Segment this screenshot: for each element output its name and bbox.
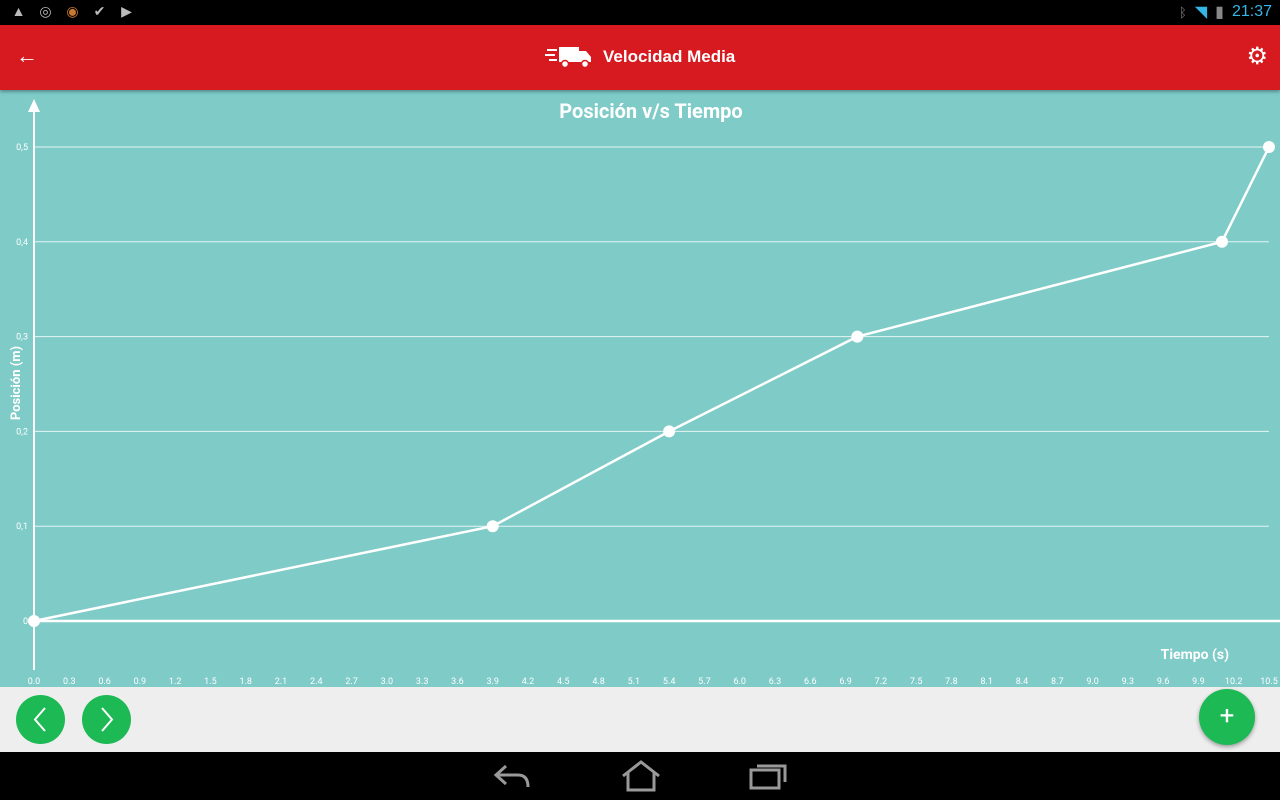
x-tick-label: 5.1: [628, 677, 641, 687]
x-tick-label: 6.9: [839, 677, 852, 687]
y-tick-label: 0,2: [16, 427, 28, 437]
position-time-chart: 0 0,1 0,2 0,3 0,4 0,5 0.0 0.3 0.6 0.9 1.2 1.5 1.8 2.1…: [9, 99, 1280, 687]
x-tick-label: 7.2: [875, 677, 888, 687]
app-title: Velocidad Media: [545, 45, 735, 69]
chart-area: 0 0,1 0,2 0,3 0,4 0,5 0.0 0.3 0.6 0.9 1.2 1.5 1.8 2.1…: [0, 90, 1280, 687]
clock: 21:37: [1231, 3, 1272, 20]
x-tick-label: 2.4: [310, 677, 323, 687]
x-tick-label: 9.3: [1122, 677, 1135, 687]
x-axis-title: Tiempo (s): [1161, 647, 1229, 663]
x-tick-label: 4.8: [592, 677, 605, 687]
x-tick-label: 4.5: [557, 677, 570, 687]
chevron-left-icon: [33, 707, 46, 732]
data-point: [851, 330, 864, 343]
previous-button[interactable]: [16, 695, 65, 744]
x-tick-label: 0.3: [63, 677, 76, 687]
x-tick-label: 10.5: [1260, 677, 1278, 687]
x-tick-label: 5.4: [663, 677, 676, 687]
wifi-icon: ◥: [1194, 4, 1208, 21]
next-button[interactable]: [82, 695, 131, 744]
x-tick-label: 7.8: [945, 677, 958, 687]
x-tick-label: 0.0: [28, 677, 41, 687]
data-point: [1215, 235, 1228, 248]
x-tick-label: 1.8: [239, 677, 252, 687]
bluetooth-icon: ᛒ: [1179, 4, 1187, 20]
x-tick-label: 1.2: [169, 677, 182, 687]
x-tick-label: 9.6: [1157, 677, 1170, 687]
status-bar: ▲ ◎ ◉ ✔ ▶ ᛒ ◥ ▮ 21:37: [0, 0, 1280, 25]
gear-icon[interactable]: ⚙: [1246, 42, 1268, 70]
gallery-icon: ▲: [11, 4, 26, 20]
arrow-back-icon[interactable]: ←: [16, 44, 38, 69]
app-bar: ← Velocidad Media ⚙: [0, 25, 1280, 90]
x-tick-label: 2.7: [345, 677, 358, 687]
data-point: [663, 425, 676, 438]
x-tick-label: 9.0: [1086, 677, 1099, 687]
y-tick-label: 0,3: [16, 333, 28, 343]
series-line: [33, 146, 1271, 623]
y-tick-label: 0: [23, 617, 28, 627]
x-tick-label: 8.7: [1051, 677, 1064, 687]
x-tick-label: 3.6: [451, 677, 464, 687]
x-tick-label: 6.3: [769, 677, 782, 687]
home-icon[interactable]: [620, 760, 662, 792]
chevron-right-icon: [101, 707, 114, 732]
x-tick-label: 8.1: [980, 677, 993, 687]
x-tick-label: 6.0: [733, 677, 746, 687]
y-axis-arrow: [28, 99, 40, 112]
x-tick-label: 5.7: [698, 677, 711, 687]
x-tick-label: 7.5: [910, 677, 923, 687]
x-tick-label: 10.2: [1225, 677, 1243, 687]
x-tick-label: 3.0: [381, 677, 394, 687]
data-point: [486, 520, 499, 533]
play-store-icon: ▶: [121, 4, 132, 20]
recents-icon[interactable]: [748, 760, 788, 792]
data-point: [1263, 141, 1275, 153]
delivery-truck-icon: [545, 47, 591, 69]
x-tick-label: 0.6: [98, 677, 111, 687]
y-tick-label: 0,5: [16, 143, 28, 153]
x-tick-label: 9.9: [1192, 677, 1205, 687]
x-tick-label: 0.9: [134, 677, 147, 687]
chrome-icon: ◎: [39, 4, 52, 20]
bottom-bar: +: [0, 687, 1280, 752]
clipboard-check-icon: ✔: [93, 4, 106, 20]
x-tick-label: 8.4: [1016, 677, 1029, 687]
x-tick-label: 3.3: [416, 677, 429, 687]
y-axis-title: Posición (m): [9, 346, 24, 420]
app-title-text: Velocidad Media: [603, 47, 736, 66]
alarm-icon: ◉: [66, 4, 79, 20]
back-icon[interactable]: [492, 760, 532, 792]
x-tick-label: 3.9: [486, 677, 499, 687]
navigation-bar: [0, 752, 1280, 800]
data-point: [28, 615, 40, 627]
y-tick-label: 0,4: [16, 238, 28, 248]
y-tick-label: 0,1: [16, 522, 28, 532]
battery-icon: ▮: [1215, 4, 1224, 21]
add-button[interactable]: +: [1199, 689, 1255, 745]
x-tick-label: 2.1: [275, 677, 288, 687]
x-tick-label: 1.5: [204, 677, 217, 687]
chart-title: Posición v/s Tiempo: [559, 99, 742, 123]
x-tick-label: 6.6: [804, 677, 817, 687]
x-tick-label: 4.2: [522, 677, 535, 687]
